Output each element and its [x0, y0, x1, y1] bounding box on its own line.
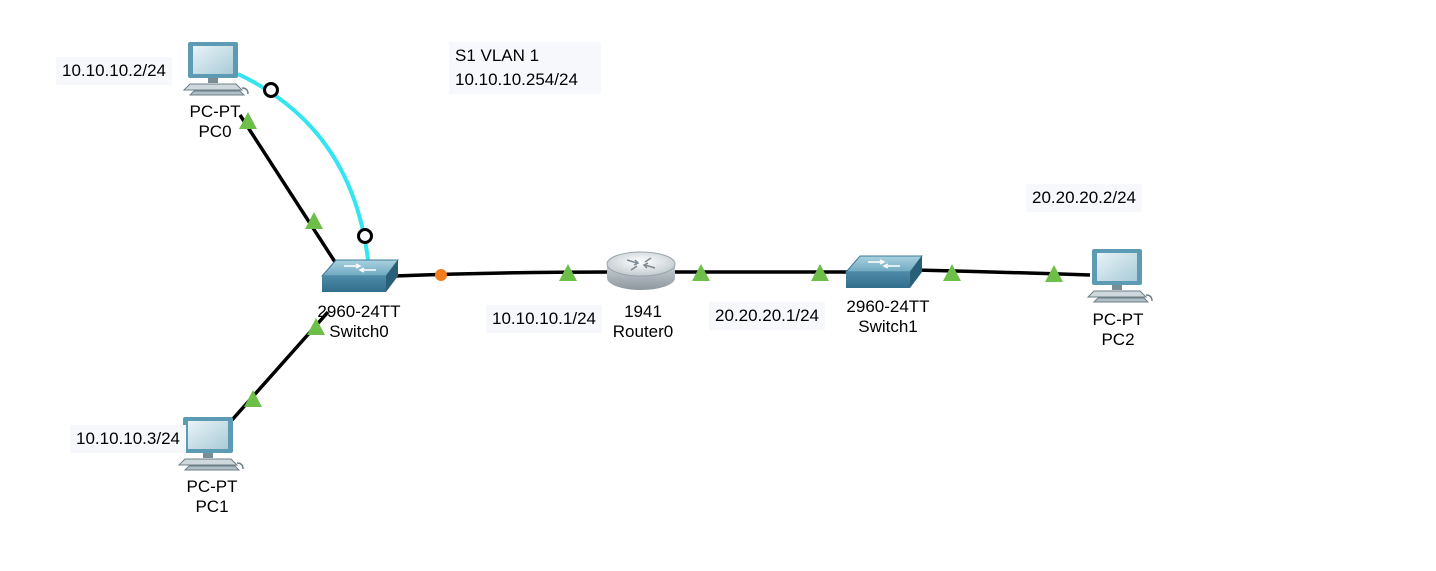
- pc1-label: PC-PT PC1: [187, 477, 238, 517]
- switch0-model: 2960-24TT: [317, 302, 401, 321]
- pc0-label: PC-PT PC0: [190, 102, 241, 142]
- link-switch0-router0[interactable]: [394, 270, 613, 278]
- link-up-triangle: [244, 390, 262, 407]
- pc0-model: PC-PT: [189, 102, 241, 121]
- pc1-model: PC-PT: [186, 477, 238, 496]
- router0-model: 1941: [624, 302, 662, 321]
- pc0-ip-note: 10.10.10.2/24: [56, 57, 172, 85]
- switch0-icon[interactable]: [320, 259, 399, 292]
- router-g0-ip-note: 10.10.10.1/24: [486, 305, 602, 333]
- pc2-ip-note: 20.20.20.2/24: [1026, 184, 1142, 212]
- link-status-markers: [239, 82, 1063, 407]
- pc1-name: PC1: [195, 497, 229, 516]
- router0-label: 1941 Router0: [613, 302, 673, 342]
- console-cable[interactable]: [237, 72, 370, 261]
- router-g1-ip-note: 20.20.20.1/24: [709, 302, 825, 330]
- pc1-icon[interactable]: [177, 417, 244, 471]
- svi-note-line2: 10.10.10.254/24: [455, 70, 578, 89]
- switch1-icon[interactable]: [844, 255, 923, 288]
- svi-note: S1 VLAN 1 10.10.10.254/24: [449, 42, 601, 94]
- pc2-model: PC-PT: [1092, 310, 1144, 329]
- link-up-triangle: [1045, 265, 1063, 282]
- pc2-icon[interactable]: [1086, 249, 1153, 303]
- link-up-triangle: [692, 264, 710, 281]
- console-port-ring: [263, 82, 279, 98]
- link-up-triangle: [559, 264, 577, 281]
- link-up-triangle: [307, 318, 325, 335]
- link-switch1-pc2[interactable]: [914, 268, 1091, 277]
- pc0-name: PC0: [198, 122, 232, 141]
- link-pc0-switch0[interactable]: [238, 114, 337, 263]
- link-up-triangle: [943, 264, 961, 281]
- router0-name: Router0: [612, 322, 674, 341]
- router0-icon[interactable]: [606, 251, 676, 290]
- pc2-name: PC2: [1101, 330, 1135, 349]
- switch1-label: 2960-24TT Switch1: [846, 297, 929, 337]
- switch1-name: Switch1: [858, 317, 918, 336]
- switch0-label: 2960-24TT Switch0: [317, 302, 400, 342]
- link-up-triangle: [239, 112, 257, 129]
- pc1-ip-note: 10.10.10.3/24: [70, 425, 186, 453]
- pc2-label: PC-PT PC2: [1093, 310, 1144, 350]
- switch0-name: Switch0: [329, 322, 389, 341]
- links: [230, 72, 1091, 422]
- console-port-ring: [357, 228, 373, 244]
- link-up-triangle: [305, 212, 323, 229]
- svi-note-line1: S1 VLAN 1: [455, 46, 540, 65]
- link-pending-dot: [435, 269, 447, 281]
- link-up-triangle: [811, 264, 829, 281]
- pc0-icon[interactable]: [182, 42, 249, 96]
- switch1-model: 2960-24TT: [846, 297, 930, 316]
